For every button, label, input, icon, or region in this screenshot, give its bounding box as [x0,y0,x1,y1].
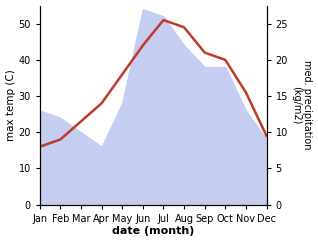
Y-axis label: med. precipitation
(kg/m2): med. precipitation (kg/m2) [291,60,313,150]
X-axis label: date (month): date (month) [112,227,194,236]
Y-axis label: max temp (C): max temp (C) [5,69,16,141]
